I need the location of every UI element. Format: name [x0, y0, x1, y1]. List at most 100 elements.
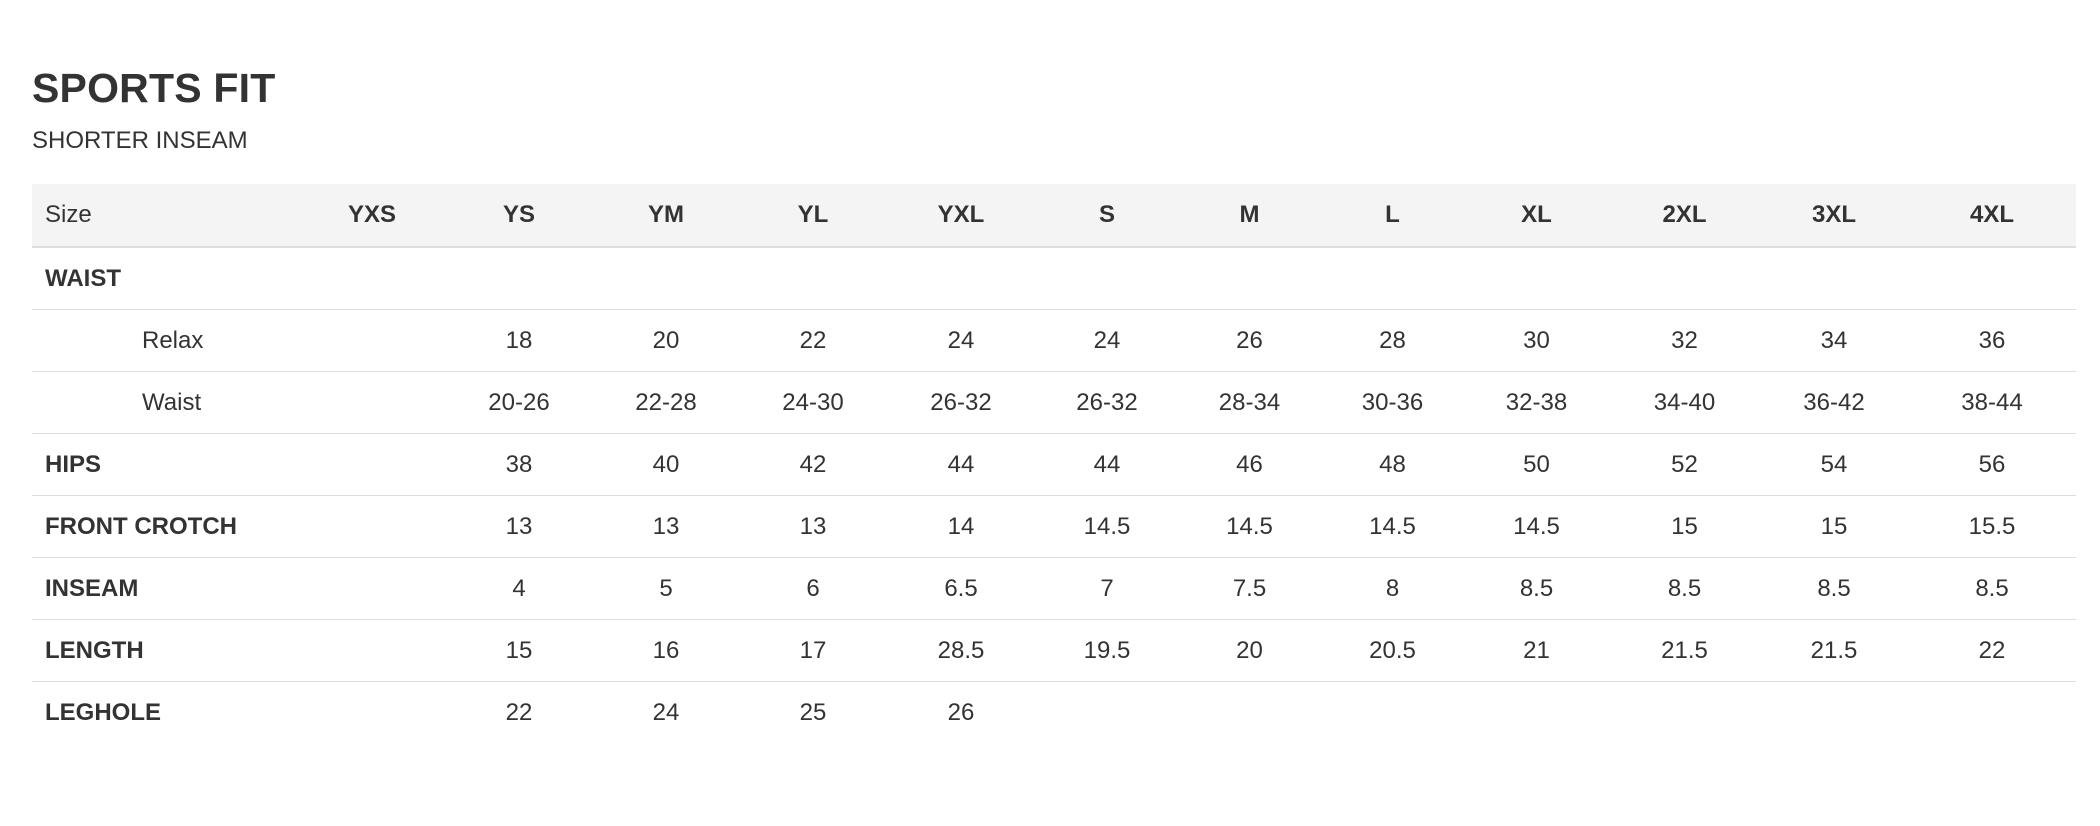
table-cell: 54 [1760, 433, 1908, 496]
size-header-label: Size [32, 184, 298, 248]
table-cell: 8.5 [1464, 557, 1609, 620]
table-cell: 22 [1908, 619, 2076, 682]
table-row-hips: HIPS 38 40 42 44 44 46 48 50 52 54 56 [32, 433, 2076, 496]
table-cell: 7.5 [1178, 557, 1321, 620]
table-cell: 34-40 [1609, 371, 1760, 434]
table-cell [298, 309, 446, 372]
row-label: WAIST [32, 247, 298, 310]
table-cell: 52 [1609, 433, 1760, 496]
table-cell: 40 [592, 433, 740, 496]
row-label: INSEAM [32, 557, 298, 620]
table-cell: 28-34 [1178, 371, 1321, 434]
table-cell: 26-32 [1036, 371, 1178, 434]
row-label: Relax [32, 309, 298, 372]
table-cell: 20 [592, 309, 740, 372]
table-cell: 15 [1609, 495, 1760, 558]
table-cell [886, 247, 1036, 310]
size-header-3xl: 3XL [1760, 184, 1908, 248]
table-cell: 28.5 [886, 619, 1036, 682]
size-header-4xl: 4XL [1908, 184, 2076, 248]
table-cell [1760, 247, 1908, 310]
table-row-relax: Relax 18 20 22 24 24 26 28 30 32 34 36 [32, 309, 2076, 372]
table-cell: 44 [886, 433, 1036, 496]
size-header-yxl: YXL [886, 184, 1036, 248]
table-cell: 21 [1464, 619, 1609, 682]
row-label: HIPS [32, 433, 298, 496]
table-cell: 36-42 [1760, 371, 1908, 434]
row-label: LENGTH [32, 619, 298, 682]
size-header-l: L [1321, 184, 1464, 248]
table-cell [1036, 682, 1178, 744]
table-cell [1908, 682, 2076, 744]
table-cell: 22-28 [592, 371, 740, 434]
table-cell: 44 [1036, 433, 1178, 496]
table-cell [1609, 682, 1760, 744]
table-cell: 19.5 [1036, 619, 1178, 682]
size-header-s: S [1036, 184, 1178, 248]
row-label: FRONT CROTCH [32, 495, 298, 558]
size-header-xl: XL [1464, 184, 1609, 248]
size-header-row: Size YXS YS YM YL YXL S M L XL 2XL 3XL 4XL [32, 184, 2076, 248]
table-cell [1464, 682, 1609, 744]
table-cell [1760, 682, 1908, 744]
table-cell: 8.5 [1760, 557, 1908, 620]
table-cell: 14.5 [1464, 495, 1609, 558]
table-cell: 48 [1321, 433, 1464, 496]
table-cell: 21.5 [1760, 619, 1908, 682]
table-cell: 13 [446, 495, 592, 558]
table-cell: 22 [740, 309, 886, 372]
size-header-2xl: 2XL [1609, 184, 1760, 248]
table-cell [298, 433, 446, 496]
table-cell: 24 [1036, 309, 1178, 372]
table-cell: 50 [1464, 433, 1609, 496]
size-header-ys: YS [446, 184, 592, 248]
table-cell: 18 [446, 309, 592, 372]
table-cell: 24-30 [740, 371, 886, 434]
table-cell: 14.5 [1036, 495, 1178, 558]
table-cell [298, 557, 446, 620]
table-cell [298, 495, 446, 558]
table-row-leghole: LEGHOLE 22 24 25 26 [32, 682, 2076, 744]
size-chart-body: WAIST Relax 18 20 22 24 24 26 28 30 32 34 36 Waist 20-… [32, 247, 2076, 743]
table-cell [1321, 682, 1464, 744]
table-cell: 32 [1609, 309, 1760, 372]
table-cell [298, 682, 446, 744]
table-cell: 17 [740, 619, 886, 682]
size-header-yxs: YXS [298, 184, 446, 248]
table-row-length: LENGTH 15 16 17 28.5 19.5 20 20.5 21 21.5 21.5 22 [32, 619, 2076, 682]
table-cell: 24 [652, 698, 680, 726]
table-cell: 20-26 [446, 371, 592, 434]
table-cell: 6 [740, 557, 886, 620]
table-cell: 36 [1908, 309, 2076, 372]
table-cell: 15 [446, 619, 592, 682]
size-header-m: M [1178, 184, 1321, 248]
table-cell [740, 247, 886, 310]
table-cell: 14 [886, 495, 1036, 558]
table-cell: 7 [1036, 557, 1178, 620]
table-cell: 14.5 [1321, 495, 1464, 558]
table-cell: 8 [1321, 557, 1464, 620]
table-cell: 8.5 [1908, 557, 2076, 620]
table-cell: 14.5 [1178, 495, 1321, 558]
page-subtitle: SHORTER INSEAM [32, 127, 248, 154]
table-cell: 8.5 [1609, 557, 1760, 620]
table-cell: 16 [592, 619, 740, 682]
table-cell [298, 371, 446, 434]
table-row-waist: Waist 20-26 22-28 24-30 26-32 26-32 28-34 30-36… [32, 371, 2076, 434]
table-cell [446, 247, 592, 310]
table-cell: 20 [1178, 619, 1321, 682]
row-label: LEGHOLE [45, 698, 162, 726]
table-cell [592, 247, 740, 310]
size-header-yl: YL [740, 184, 886, 248]
table-cell: 25 [799, 698, 827, 726]
table-cell [1464, 247, 1609, 310]
table-cell [1178, 247, 1321, 310]
page-title: SPORTS FIT [32, 65, 276, 111]
table-cell [1321, 247, 1464, 310]
table-row-inseam: INSEAM 4 5 6 6.5 7 7.5 8 8.5 8.5 8.5 8.5 [32, 557, 2076, 620]
table-cell [1908, 247, 2076, 310]
table-cell: 15.5 [1908, 495, 2076, 558]
table-cell: 5 [592, 557, 740, 620]
table-cell: 22 [505, 698, 533, 726]
table-row-waist: WAIST [32, 247, 2076, 310]
